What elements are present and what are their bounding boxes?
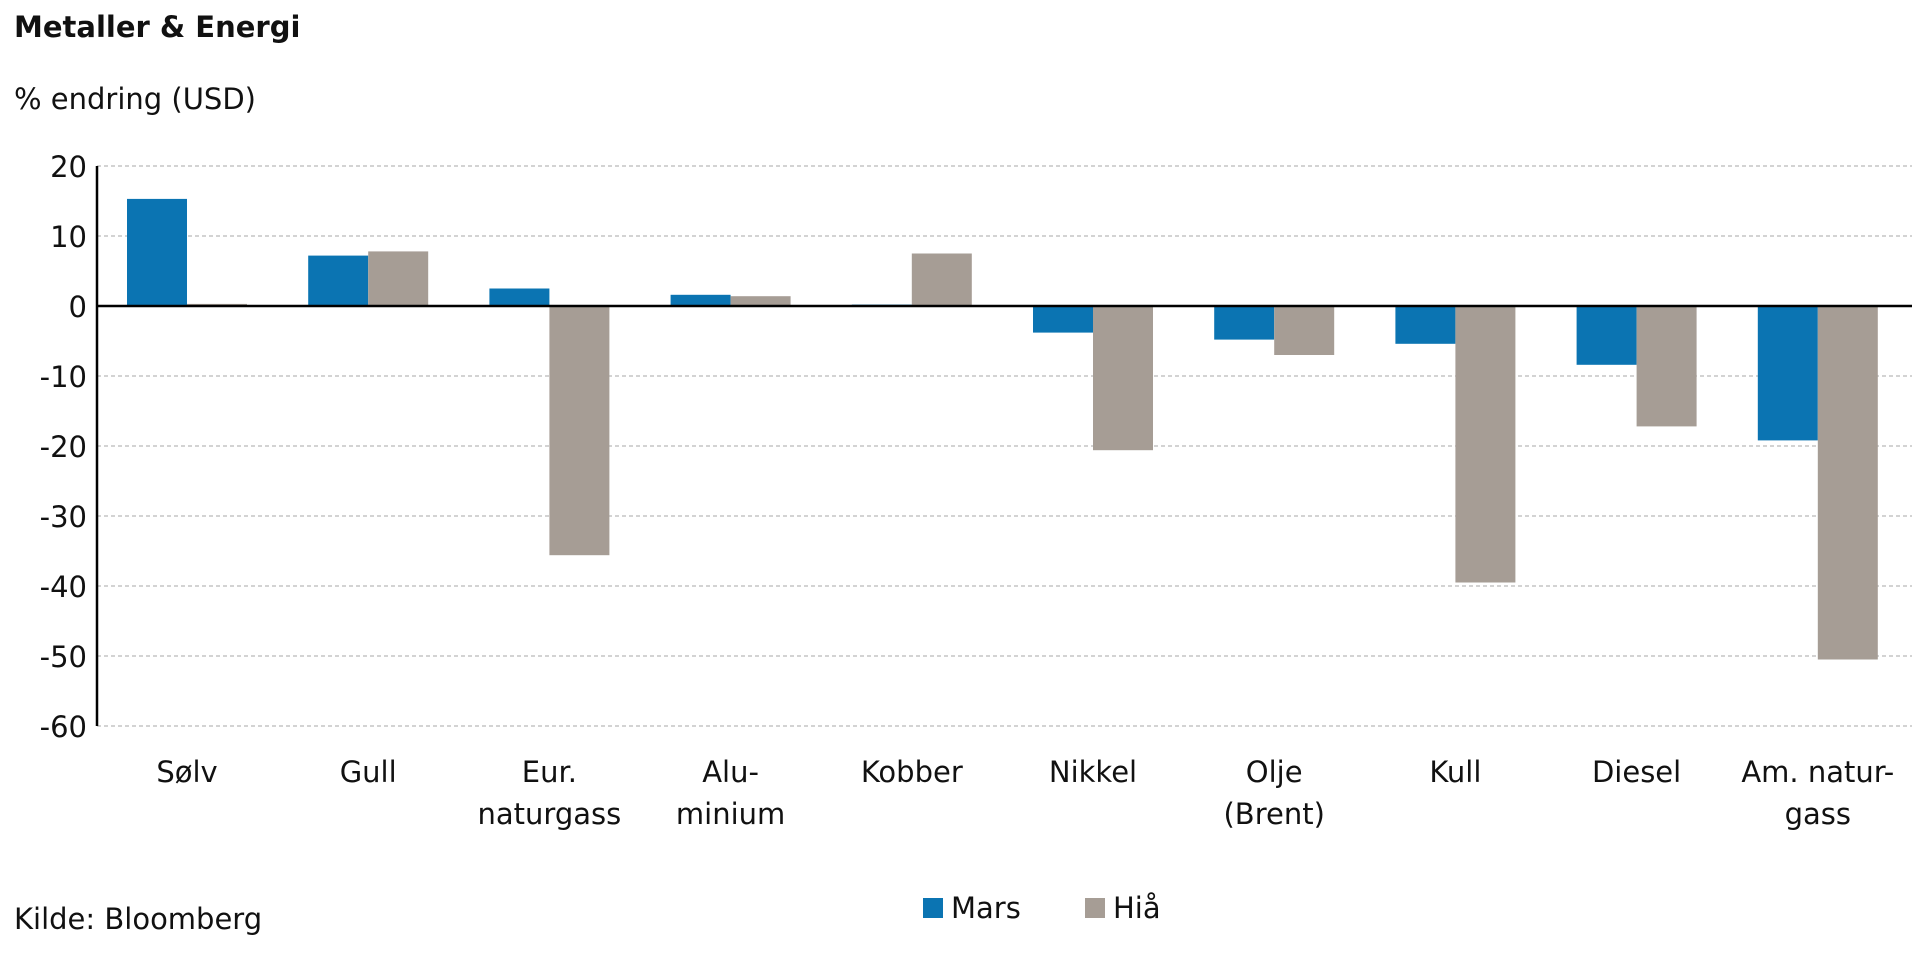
bar-mars [1395, 306, 1456, 344]
x-tick-label: (Brent) [1223, 797, 1324, 831]
y-tick-label: -20 [40, 430, 87, 464]
bar-hi- [1093, 306, 1153, 451]
chart-subtitle-unit: % endring (USD) [14, 82, 256, 116]
x-tick-label: Sølv [156, 755, 217, 789]
legend-label: Mars [951, 891, 1021, 925]
y-tick-label: -50 [40, 640, 87, 674]
y-tick-label: 0 [69, 290, 87, 324]
bar-hi- [911, 253, 972, 306]
x-tick-label: Am. natur- [1741, 755, 1894, 789]
bar-hi- [1455, 306, 1516, 583]
legend-swatch [1085, 898, 1105, 918]
x-tick-label: Kobber [861, 755, 963, 789]
x-tick-label: gass [1785, 797, 1851, 831]
bar-hi- [1817, 306, 1878, 660]
bar-mars [1214, 306, 1275, 340]
chart-source: Kilde: Bloomberg [14, 902, 263, 936]
y-tick-label: -30 [40, 500, 87, 534]
bar-mars [308, 255, 369, 306]
y-tick-label: 10 [50, 220, 87, 254]
x-tick-label: Alu- [702, 755, 759, 789]
x-tick-label: Diesel [1592, 755, 1681, 789]
x-tick-label: Kull [1429, 755, 1481, 789]
bar-mars [670, 294, 731, 306]
x-tick-label: Olje [1246, 755, 1303, 789]
x-tick-label: naturgass [478, 797, 622, 831]
bar-mars [1757, 306, 1818, 441]
bar-mars [489, 288, 550, 306]
y-tick-label: -60 [40, 710, 87, 744]
bar-mars [1576, 306, 1637, 365]
x-tick-label: Eur. [522, 755, 577, 789]
bar-hi- [1274, 306, 1335, 355]
y-tick-label: 20 [50, 150, 87, 184]
x-tick-label: minium [676, 797, 785, 831]
legend-swatch [923, 898, 943, 918]
chart-title: Metaller & Energi [14, 10, 301, 44]
bar-mars [1033, 306, 1093, 333]
bar-hi- [1636, 306, 1697, 427]
y-tick-label: -40 [40, 570, 87, 604]
bar-hi- [730, 296, 791, 306]
y-tick-label: -10 [40, 360, 87, 394]
bar-hi- [549, 306, 610, 556]
x-tick-label: Gull [340, 755, 397, 789]
bar-mars [127, 198, 187, 306]
legend-label: Hiå [1113, 891, 1161, 925]
x-tick-label: Nikkel [1049, 755, 1137, 789]
bar-hi- [368, 251, 429, 306]
